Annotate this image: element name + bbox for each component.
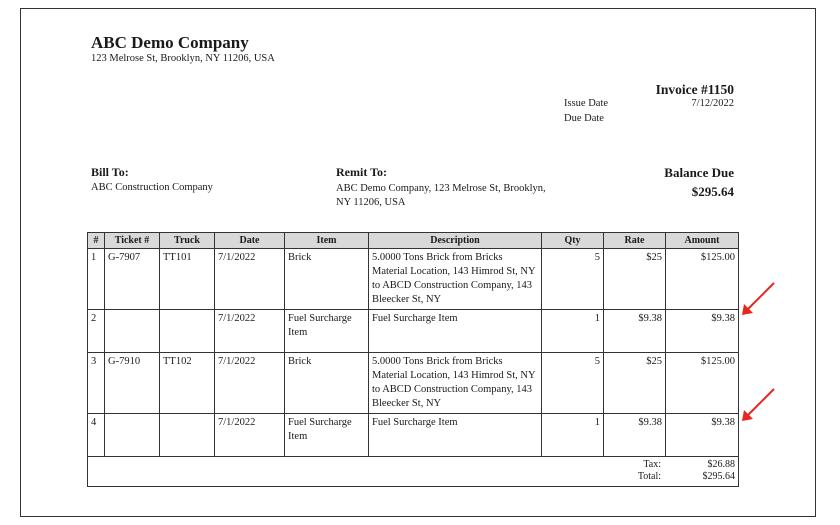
bill-to-value: ABC Construction Company bbox=[91, 182, 213, 193]
remit-to-value: ABC Demo Company, 123 Melrose St, Brookl… bbox=[336, 183, 546, 208]
table-row: 3 G-7910 TT102 7/1/2022 Brick 5.0000 Ton… bbox=[87, 352, 739, 414]
table-row: 1 G-7907 TT101 7/1/2022 Brick 5.0000 Ton… bbox=[87, 248, 739, 310]
column-header: Rate bbox=[603, 232, 666, 249]
bill-to-label: Bill To: bbox=[91, 165, 129, 179]
table-cell bbox=[104, 309, 160, 353]
table-cell: 3 bbox=[87, 352, 105, 414]
company-name: ABC Demo Company bbox=[91, 33, 249, 52]
table-cell: TT101 bbox=[159, 248, 215, 310]
column-header: # bbox=[87, 232, 105, 249]
total-value: $295.64 bbox=[702, 471, 736, 482]
line-items-table: # Ticket # Truck Date Item Description Q… bbox=[87, 232, 739, 487]
column-header: Qty bbox=[541, 232, 604, 249]
balance-due-value: $295.64 bbox=[691, 184, 734, 199]
tax-value: $26.88 bbox=[707, 459, 736, 470]
tax-label: Tax: bbox=[643, 459, 661, 470]
table-row: 4 7/1/2022 Fuel Surcharge Item Fuel Surc… bbox=[87, 413, 739, 457]
table-cell: G-7910 bbox=[104, 352, 160, 414]
column-header: Amount bbox=[665, 232, 739, 249]
table-cell: 1 bbox=[541, 413, 604, 457]
table-cell: 1 bbox=[87, 248, 105, 310]
invoice-title: Invoice #1150 bbox=[655, 82, 734, 97]
table-cell: Brick bbox=[284, 352, 369, 414]
totals-cell: Tax: Total: $26.88 $295.64 bbox=[87, 456, 739, 487]
table-cell: Fuel Surcharge Item bbox=[284, 413, 369, 457]
table-cell: Fuel Surcharge Item bbox=[284, 309, 369, 353]
column-header: Date bbox=[214, 232, 285, 249]
table-cell: Fuel Surcharge Item bbox=[368, 413, 542, 457]
table-cell: TT102 bbox=[159, 352, 215, 414]
table-cell: 5 bbox=[541, 248, 604, 310]
table-cell: 7/1/2022 bbox=[214, 248, 285, 310]
table-cell: $9.38 bbox=[603, 413, 666, 457]
table-cell: 5.0000 Tons Brick from Bricks Material L… bbox=[368, 352, 542, 414]
total-label: Total: bbox=[637, 471, 661, 482]
issue-date-label: Issue Date bbox=[564, 98, 609, 109]
table-cell: 2 bbox=[87, 309, 105, 353]
column-header: Item bbox=[284, 232, 369, 249]
issue-date-value: 7/12/2022 bbox=[691, 98, 734, 109]
balance-due-label: Balance Due bbox=[664, 165, 734, 180]
annotation-arrow-icon bbox=[742, 282, 775, 315]
table-cell: Fuel Surcharge Item bbox=[368, 309, 542, 353]
table-cell: 7/1/2022 bbox=[214, 309, 285, 353]
table-header-row: # Ticket # Truck Date Item Description Q… bbox=[87, 232, 739, 249]
table-cell: $9.38 bbox=[603, 309, 666, 353]
company-address: 123 Melrose St, Brooklyn, NY 11206, USA bbox=[91, 53, 275, 64]
table-cell: 5 bbox=[541, 352, 604, 414]
table-cell: $25 bbox=[603, 248, 666, 310]
table-cell: 5.0000 Tons Brick from Bricks Material L… bbox=[368, 248, 542, 310]
table-row: 2 7/1/2022 Fuel Surcharge Item Fuel Surc… bbox=[87, 309, 739, 353]
due-date-label: Due Date bbox=[564, 113, 604, 124]
column-header: Truck bbox=[159, 232, 215, 249]
table-cell: 7/1/2022 bbox=[214, 352, 285, 414]
table-cell: $9.38 bbox=[665, 309, 739, 353]
table-cell: 1 bbox=[541, 309, 604, 353]
column-header: Ticket # bbox=[104, 232, 160, 249]
table-cell: Brick bbox=[284, 248, 369, 310]
table-cell: $25 bbox=[603, 352, 666, 414]
table-cell: 7/1/2022 bbox=[214, 413, 285, 457]
table-cell: $9.38 bbox=[665, 413, 739, 457]
remit-to-label: Remit To: bbox=[336, 165, 387, 179]
totals-row: Tax: Total: $26.88 $295.64 bbox=[87, 456, 739, 487]
table-cell bbox=[104, 413, 160, 457]
table-cell: $125.00 bbox=[665, 352, 739, 414]
annotation-arrow-icon bbox=[742, 388, 775, 421]
column-header: Description bbox=[368, 232, 542, 249]
table-cell: 4 bbox=[87, 413, 105, 457]
table-cell bbox=[159, 309, 215, 353]
table-cell: $125.00 bbox=[665, 248, 739, 310]
table-cell bbox=[159, 413, 215, 457]
table-cell: G-7907 bbox=[104, 248, 160, 310]
